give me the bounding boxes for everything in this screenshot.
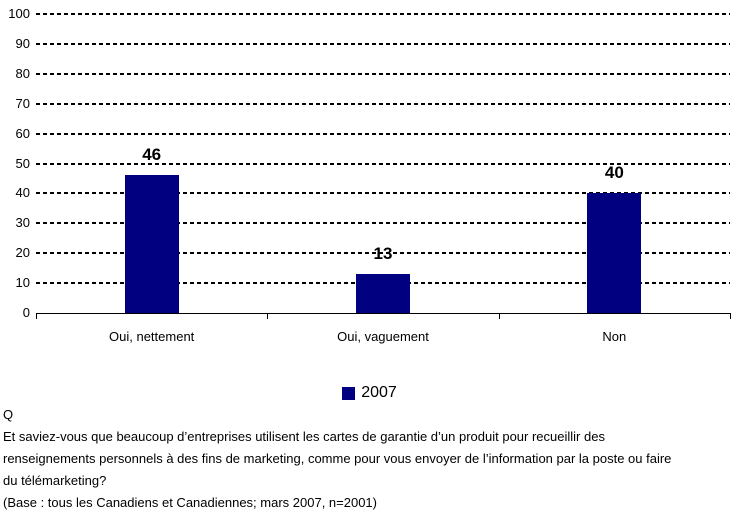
y-axis-tick-label: 50 — [15, 155, 30, 171]
legend-label-2007: 2007 — [361, 384, 397, 401]
base-note: (Base : tous les Canadiens et Canadienne… — [3, 495, 377, 510]
x-axis-tick — [499, 314, 500, 319]
question-label: Q — [3, 407, 14, 422]
gridline — [36, 72, 730, 75]
bar-chart: 0 10 20 30 40 50 60 70 80 90 100 46 Oui, nettement 13… — [8, 6, 731, 344]
x-axis-tick — [267, 314, 268, 319]
y-axis-tick-label: 90 — [15, 35, 30, 51]
y-axis-tick-label: 100 — [8, 6, 30, 21]
gridline — [36, 13, 730, 15]
x-axis-category-label: Non — [602, 329, 627, 344]
x-axis-category-label: Oui, nettement — [109, 329, 195, 344]
y-axis-tick-label: 60 — [15, 125, 30, 141]
question-line: du télémarketing? — [3, 473, 107, 488]
footnote-block: Q Et saviez-vous que beaucoup d’entrepri… — [3, 404, 739, 514]
x-axis-tick — [36, 314, 37, 319]
question-text: Et saviez-vous que beaucoup d’entreprise… — [3, 426, 739, 492]
question-line: renseignements personnels à des fins de … — [3, 451, 672, 466]
gridline — [36, 192, 730, 195]
gridline — [36, 102, 730, 105]
bar-oui-nettement — [124, 175, 179, 313]
bar-value-label: 13 — [373, 244, 393, 264]
gridline — [36, 222, 730, 225]
y-axis-tick-label: 80 — [15, 65, 30, 81]
y-axis-tick-label: 70 — [15, 95, 30, 111]
gridline — [36, 252, 730, 255]
y-axis-tick-label: 10 — [15, 275, 30, 291]
y-axis-tick-label: 20 — [15, 245, 30, 261]
chart-legend: 2007 — [0, 384, 739, 402]
gridline — [36, 42, 730, 45]
bar-non — [587, 193, 642, 313]
x-axis-tick — [730, 314, 731, 319]
legend-swatch-2007 — [342, 386, 356, 400]
bar-oui-vaguement — [356, 274, 410, 313]
y-axis-tick-label: 0 — [22, 305, 30, 320]
y-axis-tick-label: 30 — [15, 215, 30, 231]
gridline — [36, 162, 730, 165]
gridline — [36, 132, 730, 135]
y-axis-tick-label: 40 — [15, 185, 30, 201]
x-axis-line — [36, 313, 731, 314]
bar-value-label: 40 — [604, 163, 624, 183]
x-axis-category-label: Oui, vaguement — [337, 329, 429, 344]
bar-value-label: 46 — [142, 145, 162, 165]
question-line: Et saviez-vous que beaucoup d’entreprise… — [3, 429, 605, 444]
